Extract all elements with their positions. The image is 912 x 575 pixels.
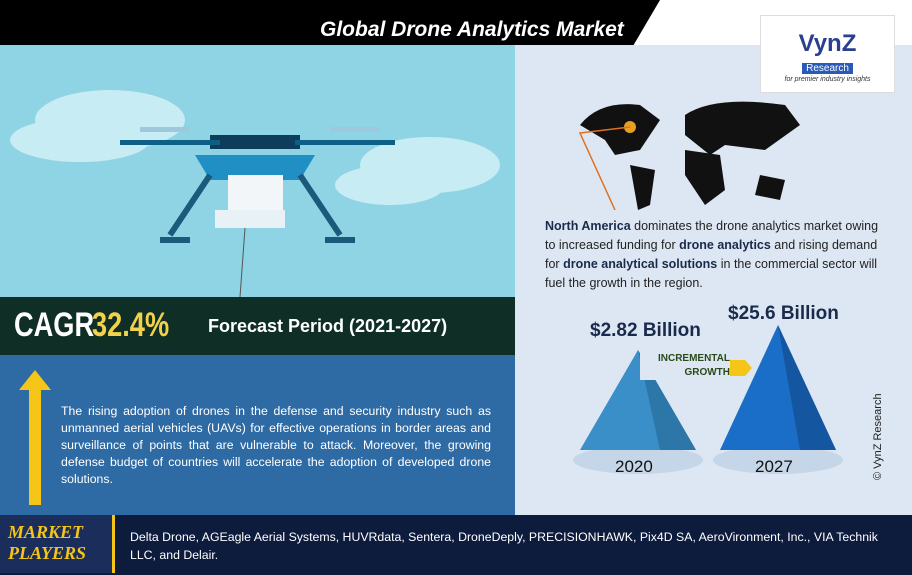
description-panel bbox=[0, 355, 515, 515]
copyright: © VynZ Research bbox=[872, 393, 884, 480]
location-pin bbox=[624, 121, 636, 133]
start-value: $2.82 Billion bbox=[590, 320, 701, 341]
forecast-period: Forecast Period (2021-2027) bbox=[208, 316, 448, 336]
clouds bbox=[10, 90, 500, 205]
cagr-label: CAGR bbox=[14, 306, 95, 344]
growth-label: INCREMENTAL GROWTH bbox=[640, 352, 730, 380]
start-year: 2020 bbox=[615, 457, 653, 476]
title: Global Drone Analytics Market bbox=[320, 18, 624, 41]
growth-arrow bbox=[730, 360, 752, 376]
region-bold: North America bbox=[545, 219, 631, 233]
region-bold: drone analytics bbox=[679, 238, 771, 252]
growth-label-line: INCREMENTAL bbox=[657, 353, 730, 364]
end-year: 2027 bbox=[755, 457, 793, 476]
region-text-part: in the commercial sector will fuel the g… bbox=[545, 257, 878, 290]
cagr-band bbox=[0, 297, 515, 355]
region-text: North America dominates the drone analyt… bbox=[545, 217, 880, 293]
pointer-line bbox=[578, 126, 631, 210]
up-arrow bbox=[19, 370, 51, 505]
region-text-part: and rising demand for bbox=[545, 238, 878, 271]
players-label: MARKET PLAYERS bbox=[8, 522, 86, 564]
pyramid-shade bbox=[778, 325, 836, 450]
drone bbox=[120, 127, 395, 297]
players-list: Delta Drone, AGEagle Aerial Systems, HUV… bbox=[130, 530, 878, 562]
description: The rising adoption of drones in the def… bbox=[61, 404, 491, 486]
growth-label-line: GROWTH bbox=[684, 367, 730, 378]
players-band bbox=[0, 515, 912, 575]
cagr-value: 32.4% bbox=[92, 306, 170, 344]
players-label-box bbox=[0, 515, 115, 573]
pyramid-base bbox=[713, 446, 843, 474]
region-bold: drone analytical solutions bbox=[563, 257, 718, 271]
title-band bbox=[0, 0, 660, 45]
logo-tag: Research bbox=[802, 63, 853, 74]
players-label-line: MARKET bbox=[8, 522, 84, 542]
end-value: $25.6 Billion bbox=[728, 303, 839, 324]
logo-slogan: for premier industry insights bbox=[784, 76, 871, 83]
region-text-part: dominates the drone analytics market owi… bbox=[545, 219, 879, 252]
logo-name: VynZ bbox=[798, 30, 857, 57]
world-map bbox=[578, 101, 800, 210]
pyramid-base bbox=[573, 446, 703, 474]
players-label-line: PLAYERS bbox=[8, 543, 87, 563]
drone-illustration bbox=[10, 90, 500, 297]
logo: VynZ Research for premier industry insig… bbox=[760, 15, 895, 93]
continents bbox=[580, 101, 800, 210]
